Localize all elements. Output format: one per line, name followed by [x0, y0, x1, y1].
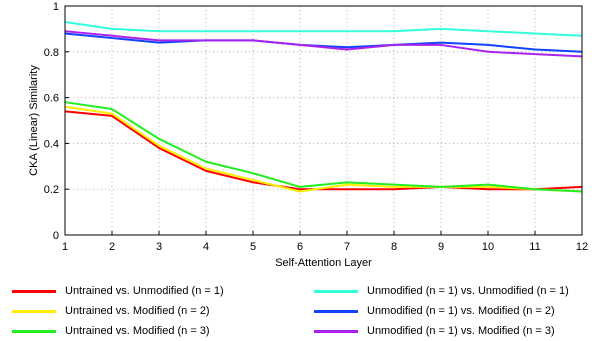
x-tick-label: 9 — [438, 241, 444, 253]
legend-label: Untrained vs. Modified (n = 2) — [65, 305, 210, 317]
x-tick-label: 2 — [109, 241, 115, 253]
x-tick-label: 11 — [529, 241, 540, 253]
series-line-1 — [64, 110, 583, 191]
y-tick-label: 0.2 — [44, 184, 59, 196]
legend-swatch — [314, 289, 358, 293]
legend-label: Unmodified (n = 1) vs. Modified (n = 3) — [367, 325, 555, 337]
legend-swatch — [12, 289, 56, 293]
x-tick-label: 6 — [297, 241, 303, 253]
series-line-3 — [64, 101, 583, 193]
y-tick-label: 0 — [53, 230, 59, 242]
series-line-4 — [64, 21, 583, 37]
x-tick-label: 10 — [482, 241, 494, 253]
series-line-6 — [64, 30, 583, 58]
legend-swatch — [314, 309, 358, 313]
legend-swatch — [12, 329, 56, 333]
series-line-2 — [64, 105, 583, 193]
y-tick-label: 0.6 — [44, 93, 59, 105]
legend-item: Unmodified (n = 1) vs. Modified (n = 3) — [314, 323, 555, 339]
legend-item: Unmodified (n = 1) vs. Unmodified (n = 1… — [314, 283, 569, 299]
legend-item: Untrained vs. Modified (n = 3) — [12, 323, 210, 339]
legend-item: Untrained vs. Modified (n = 2) — [12, 303, 210, 319]
series-line-5 — [64, 32, 583, 53]
x-tick-label: 7 — [344, 241, 350, 253]
x-axis-label: Self-Attention Layer — [275, 257, 372, 269]
plot-frame — [64, 5, 583, 236]
legend-label: Untrained vs. Unmodified (n = 1) — [65, 285, 224, 297]
x-tick-label: 1 — [62, 241, 68, 253]
legend-label: Unmodified (n = 1) vs. Modified (n = 2) — [367, 305, 555, 317]
x-tick-label: 12 — [576, 241, 588, 253]
y-tick-label: 0.8 — [44, 47, 59, 59]
legend: Untrained vs. Unmodified (n = 1) Untraine… — [0, 280, 602, 340]
legend-item: Untrained vs. Unmodified (n = 1) — [12, 283, 224, 299]
legend-item: Unmodified (n = 1) vs. Modified (n = 2) — [314, 303, 555, 319]
y-axis-label: CKA (Linear) Similarity — [28, 65, 40, 176]
legend-label: Unmodified (n = 1) vs. Unmodified (n = 1… — [367, 285, 569, 297]
x-tick-label: 4 — [203, 241, 209, 253]
legend-swatch — [12, 309, 56, 313]
legend-swatch — [314, 329, 358, 333]
y-tick-label: 0.4 — [44, 138, 59, 150]
y-tick-label: 1 — [53, 1, 59, 13]
legend-label: Untrained vs. Modified (n = 3) — [65, 325, 210, 337]
x-tick-label: 8 — [391, 241, 397, 253]
series-lines — [64, 21, 583, 193]
x-tick-label: 3 — [156, 241, 162, 253]
x-tick-label: 5 — [250, 241, 256, 253]
